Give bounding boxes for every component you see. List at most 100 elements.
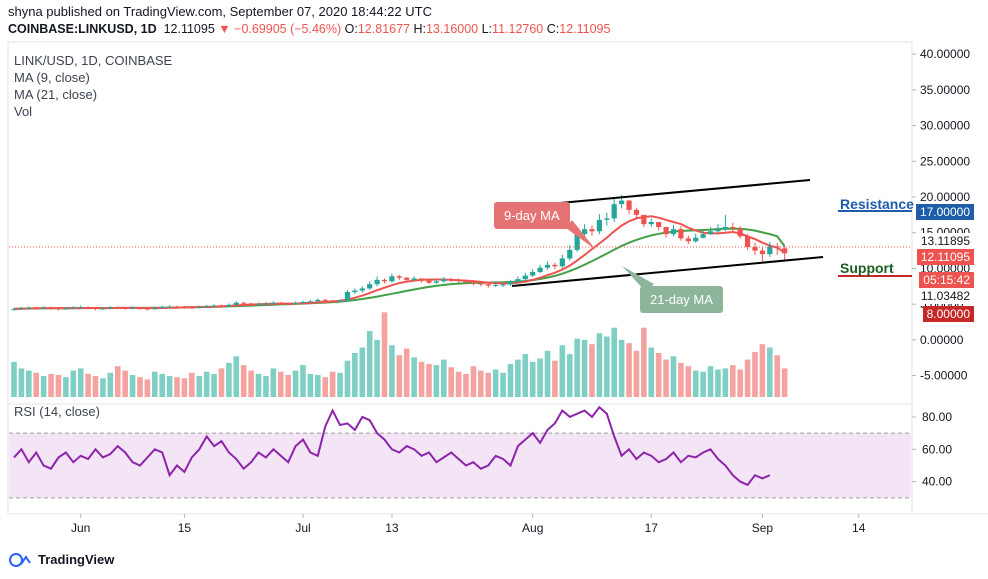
volume-bar <box>107 372 114 397</box>
volume-bar <box>374 339 380 397</box>
volume-bar <box>537 358 543 397</box>
candle-body <box>278 302 284 304</box>
volume-bar <box>752 351 758 397</box>
volume-bar <box>611 327 618 397</box>
volume-bar <box>129 375 136 397</box>
price-tick-label: 0.00000 <box>920 333 964 347</box>
candle-body <box>330 300 336 302</box>
tradingview-brand[interactable]: TradingView <box>38 551 115 567</box>
legend-ma21[interactable]: MA (21, close) <box>14 87 98 102</box>
volume-bar <box>403 348 410 397</box>
candle-body <box>55 308 62 310</box>
volume-bar <box>359 347 366 397</box>
candle-body <box>211 305 217 307</box>
candle-body <box>663 227 669 235</box>
volume-bar <box>492 369 499 397</box>
volume-bar <box>11 361 17 397</box>
time-tick-label: 15 <box>178 521 192 535</box>
ma9-bubble: 9-day MA <box>494 202 570 229</box>
price-tick-label: -5.00000 <box>920 369 968 383</box>
candle-body <box>292 303 299 305</box>
volume-bar <box>559 345 566 397</box>
volume-bar <box>440 359 447 397</box>
volume-bar <box>529 361 536 397</box>
candle-body <box>656 222 662 227</box>
candle-body <box>678 229 684 239</box>
candle-body <box>100 308 106 310</box>
price-tick-label: 20.00000 <box>920 190 970 204</box>
resistance-price-tag: 17.00000 <box>915 204 974 220</box>
volume-bar <box>685 366 692 397</box>
candle-body <box>263 303 269 305</box>
level-lines <box>9 210 912 277</box>
volume-bar <box>700 371 706 397</box>
volume-bar <box>478 370 484 397</box>
candle-body <box>522 275 528 280</box>
volume-bar <box>181 378 188 397</box>
candle-body <box>559 258 565 267</box>
channel-lower-line <box>511 256 824 287</box>
candle-body <box>537 267 543 272</box>
time-tick-label: 13 <box>385 521 399 535</box>
candle-body <box>300 302 306 304</box>
high-label: H: <box>413 22 426 36</box>
volume-bar <box>144 379 151 397</box>
legend-vol[interactable]: Vol <box>14 104 33 119</box>
candle-body <box>248 303 254 305</box>
volume-bar <box>663 359 669 397</box>
volume-bar <box>255 373 262 397</box>
time-axis: Jun 15 Jul 13 Aug 17 Sep 14 <box>8 513 988 535</box>
volume-bar <box>263 376 269 397</box>
candle-body <box>285 303 291 305</box>
price-change: −0.69905 (−5.46%) <box>234 22 342 36</box>
candle-body <box>744 236 751 247</box>
legend-ma9[interactable]: MA (9, close) <box>14 70 90 85</box>
volume-bar <box>18 368 25 397</box>
candle-body <box>181 307 188 308</box>
volume-bar <box>707 366 714 397</box>
tradingview-logo-icon[interactable] <box>8 551 32 567</box>
rsi-line <box>13 405 771 487</box>
volume-bar <box>618 339 625 397</box>
candle-body <box>611 204 617 219</box>
candle-body <box>470 282 477 284</box>
volume-bar <box>226 362 232 397</box>
rsi-tick-label: 80.00 <box>922 410 952 424</box>
last-price: 12.11095 <box>163 22 215 36</box>
resistance-label: Resistance <box>840 196 914 212</box>
volume-bar <box>240 365 247 397</box>
price-tick-label: 40.00000 <box>920 47 970 61</box>
high-value: 13.16000 <box>425 22 479 36</box>
volume-bar <box>203 371 210 397</box>
price-tick-label: 30.00000 <box>920 119 970 133</box>
volume-bar <box>77 368 84 397</box>
rsi-pane <box>7 403 913 515</box>
ma9-price-tag: 11.03482 <box>916 288 974 304</box>
close-label: C: <box>546 22 560 36</box>
volume-bar <box>189 372 195 397</box>
volume-bar <box>507 364 514 397</box>
candle-body <box>715 229 721 232</box>
candle-body <box>167 306 173 308</box>
candle-body <box>174 306 180 308</box>
support-price-tag: 8.00000 <box>922 306 974 322</box>
volume-bar <box>33 372 40 397</box>
candle-body <box>381 279 388 282</box>
support-label: Support <box>840 260 894 276</box>
volume-bar <box>692 370 699 397</box>
volume-bar <box>633 350 640 397</box>
legend-rsi[interactable]: RSI (14, close) <box>14 404 100 419</box>
candle-body <box>700 234 706 238</box>
time-tick-label: 17 <box>645 521 659 535</box>
candle-body <box>63 308 69 310</box>
candle-body <box>226 304 232 307</box>
price-tick-label: 25.00000 <box>920 154 970 168</box>
volume-bar <box>433 365 440 397</box>
candle-body <box>18 308 25 310</box>
volume-bar <box>100 378 106 397</box>
time-tick-label: Aug <box>522 521 543 535</box>
candle-body <box>604 218 610 220</box>
candle-body <box>567 249 573 259</box>
volume-bar <box>722 368 729 397</box>
